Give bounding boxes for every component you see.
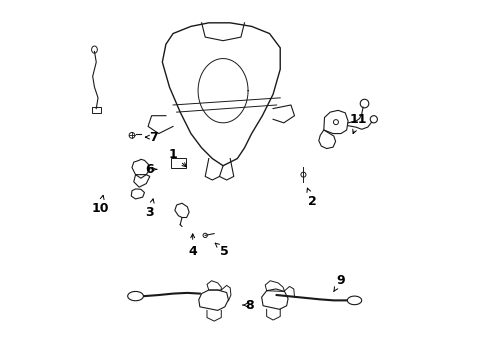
- FancyBboxPatch shape: [170, 158, 186, 168]
- Text: 1: 1: [168, 148, 186, 167]
- Text: 6: 6: [145, 163, 157, 176]
- Text: 4: 4: [188, 234, 197, 258]
- Text: 2: 2: [306, 188, 316, 208]
- Polygon shape: [203, 233, 207, 238]
- Polygon shape: [369, 116, 377, 123]
- Text: 9: 9: [333, 274, 345, 292]
- Text: 3: 3: [145, 199, 154, 219]
- Polygon shape: [91, 46, 97, 53]
- Text: 5: 5: [215, 243, 229, 258]
- Text: 7: 7: [145, 131, 158, 144]
- Polygon shape: [127, 292, 143, 301]
- Text: 10: 10: [91, 195, 108, 215]
- Text: 8: 8: [242, 298, 254, 311]
- Text: 11: 11: [349, 113, 367, 134]
- Polygon shape: [300, 172, 305, 177]
- Polygon shape: [129, 132, 135, 138]
- FancyBboxPatch shape: [92, 108, 101, 113]
- Polygon shape: [360, 99, 368, 108]
- Polygon shape: [346, 296, 361, 305]
- Polygon shape: [333, 120, 338, 125]
